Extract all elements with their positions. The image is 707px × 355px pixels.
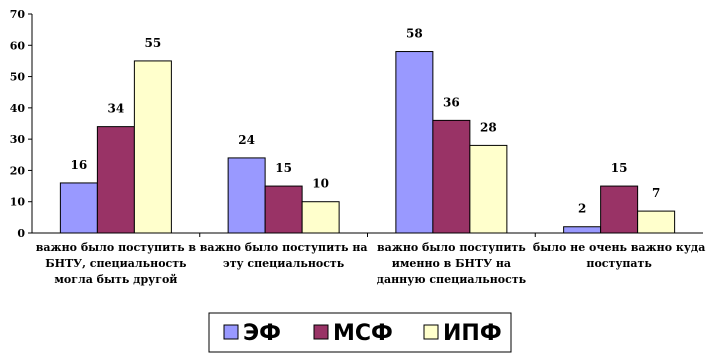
bar <box>637 210 676 234</box>
y-tick-label: 40 <box>10 102 26 115</box>
bar-value-label: 10 <box>312 177 329 191</box>
category-label: важно было поступить <box>377 241 526 254</box>
bar <box>264 185 303 234</box>
category-label: БНТУ, специальность <box>45 257 187 270</box>
legend-box <box>208 312 512 353</box>
legend-swatch <box>313 324 329 340</box>
category-label: данную специальность <box>377 273 527 286</box>
legend: ЭФ МСФ ИПФ <box>208 312 512 353</box>
bar-value-label: 36 <box>443 95 460 109</box>
bar <box>600 185 639 234</box>
legend-label: ИПФ <box>443 321 502 346</box>
bar <box>301 201 340 234</box>
bar-value-label: 15 <box>611 161 628 175</box>
category-label: могла быть другой <box>54 273 177 286</box>
bar <box>469 144 508 234</box>
bar <box>96 126 135 234</box>
category-label: именно в БНТУ на <box>392 257 511 270</box>
bars-layer <box>59 51 676 234</box>
legend-swatch <box>423 324 439 340</box>
legend-label: ЭФ <box>243 321 281 346</box>
y-tick-label: 50 <box>10 71 26 84</box>
y-tick-label: 0 <box>17 227 25 240</box>
bar-value-label: 34 <box>108 102 125 116</box>
bar <box>395 51 434 234</box>
y-tick-label: 70 <box>10 8 26 21</box>
category-label: важно было поступить на <box>200 241 368 254</box>
bar <box>133 60 172 234</box>
bar-value-label: 58 <box>406 27 423 41</box>
category-label: важно было поступить в <box>36 241 197 254</box>
bar-value-label: 15 <box>275 161 292 175</box>
bar-value-label: 28 <box>480 120 497 134</box>
legend-swatch <box>223 324 239 340</box>
bar <box>59 182 98 234</box>
category-label: эту специальность <box>223 257 345 270</box>
y-tick-label: 20 <box>10 164 26 177</box>
bar-value-label: 55 <box>145 36 162 50</box>
y-tick-label: 60 <box>10 39 26 52</box>
y-tick-label: 30 <box>10 133 26 146</box>
category-label: было не очень важно куда <box>533 241 705 254</box>
bar <box>432 119 471 234</box>
bar-value-label: 16 <box>71 158 88 172</box>
bar-value-label: 7 <box>652 186 660 200</box>
bar-value-label: 2 <box>578 202 586 216</box>
y-tick-label: 10 <box>10 196 26 209</box>
labels-layer: 16 34 55 важно было поступить в БНТУ, специа… <box>36 27 706 286</box>
bar-value-label: 24 <box>238 133 255 147</box>
bar <box>227 157 266 234</box>
category-label: поступать <box>586 257 652 270</box>
bar <box>563 226 602 234</box>
legend-label: МСФ <box>333 321 393 346</box>
